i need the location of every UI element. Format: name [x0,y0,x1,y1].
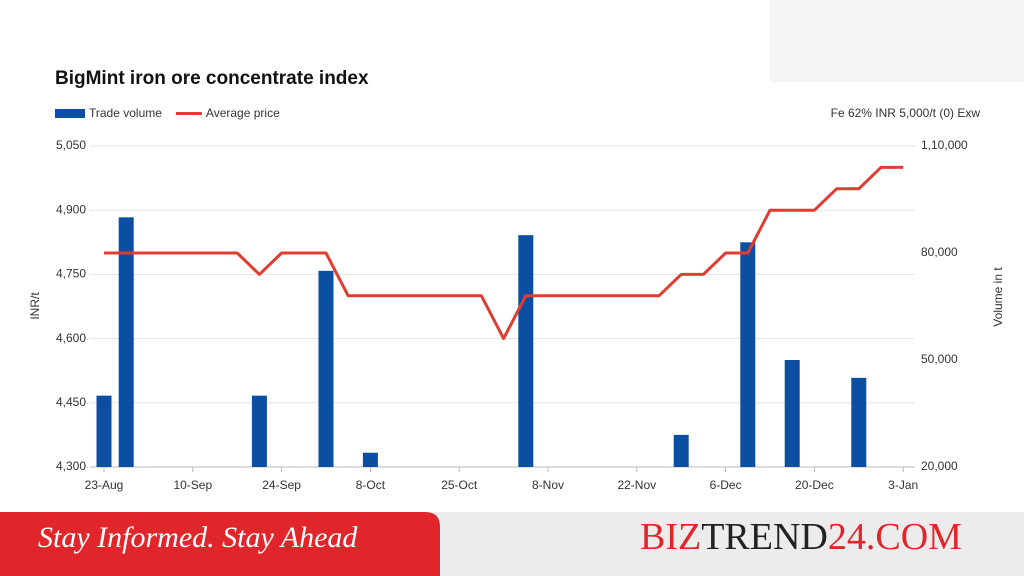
bar [118,217,134,467]
y-tick-label: 4,750 [56,267,86,281]
x-tick-label: 22-Nov [617,478,656,492]
chart-title: BigMint iron ore concentrate index [55,68,369,89]
y-tick-label: 5,050 [56,138,86,152]
y-tick-label: 4,600 [56,331,86,345]
x-tick-label: 8-Nov [532,478,564,492]
banner: Stay Informed. Stay Ahead BIZTREND24.COM [0,512,1024,576]
legend-swatch [55,109,85,118]
legend-label: Average price [206,106,280,120]
y-tick-label: 4,300 [56,459,86,473]
x-tick-label: 23-Aug [85,478,124,492]
brand: BIZTREND24.COM [640,516,962,558]
bar [851,377,867,467]
chart-note: Fe 62% INR 5,000/t (0) Exw [831,106,981,120]
x-tick-label: 25-Oct [441,478,478,492]
bar [740,242,756,467]
x-tick-label: 10-Sep [173,478,212,492]
y2-axis-label: Volume in t [991,267,1005,327]
bar [318,270,334,467]
legend-label: Trade volume [89,106,162,120]
x-tick-label: 3-Jan [888,478,918,492]
y2-tick-label: 20,000 [921,459,958,473]
y-axis-label: INR/t [28,292,42,320]
brand-part: 24.COM [828,516,962,558]
bar [251,395,267,467]
y-tick-label: 4,900 [56,202,86,216]
y-tick-label: 4,450 [56,395,86,409]
y2-tick-label: 80,000 [921,245,958,259]
corner-panel [770,0,1024,82]
bar [784,360,800,467]
bar [518,235,534,467]
brand-part: TREND [701,516,828,558]
tagline: Stay Informed. Stay Ahead [38,521,358,554]
bar [673,434,689,467]
y2-tick-label: 50,000 [921,352,958,366]
x-tick-label: 6-Dec [710,478,742,492]
bar [362,452,378,467]
x-tick-label: 8-Oct [356,478,386,492]
y2-tick-label: 1,10,000 [921,138,968,152]
x-tick-label: 20-Dec [795,478,834,492]
brand-part: BIZ [640,516,701,558]
banner-ribbon [0,512,440,576]
bar [96,395,112,467]
line [104,165,904,341]
x-tick-label: 24-Sep [262,478,301,492]
